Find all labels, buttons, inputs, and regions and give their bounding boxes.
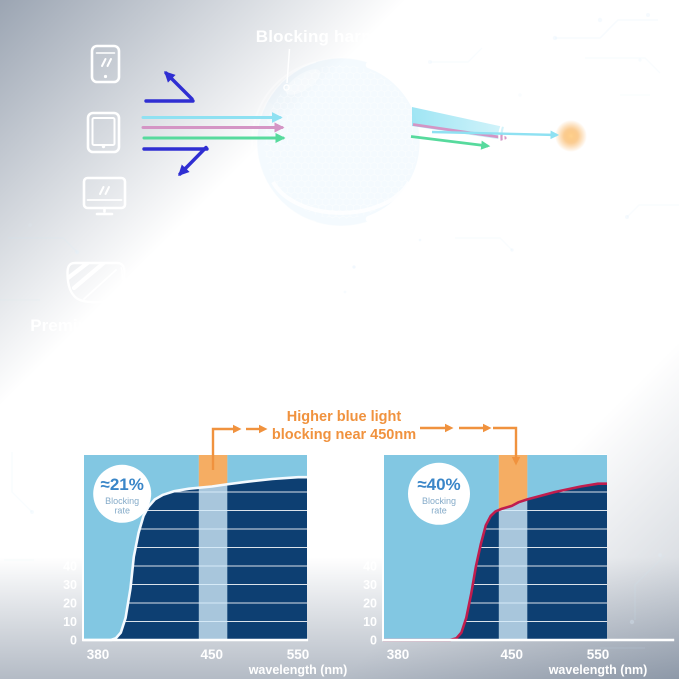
monitor-icon <box>82 176 127 216</box>
feature-label: Blue light blocking <box>338 316 492 335</box>
tablet-icon <box>86 111 121 154</box>
y-tick-label: 10 <box>63 615 77 629</box>
band-blocking-highlight <box>198 455 228 488</box>
other-lenses-chart-box: Other Lenses 0 10 20 30 40 50 60 70 80 90 100 380 45… <box>55 386 375 679</box>
y-tick-label: 20 <box>363 597 377 611</box>
y-tick-label: 40 <box>363 560 377 574</box>
blue-light-blocking-lens-icon <box>383 261 445 304</box>
annotation-line2: blocking near 450nm <box>271 427 417 443</box>
circuit-nodes <box>28 13 662 625</box>
y-tick-label: 0 <box>70 634 77 648</box>
eye-icon <box>568 268 606 296</box>
x-tick-label: 380 <box>87 647 110 662</box>
svg-text:Blocking: Blocking <box>105 496 139 506</box>
visionglobal-lenses-chart-box: VisionGlobal Lenses 0 10 20 30 40 50 60 70 80 90 1… <box>355 386 675 679</box>
x-axis-label: wavelength (nm) <box>248 663 348 677</box>
y-tick-label: 10 <box>363 615 377 629</box>
blocking-rate-badge <box>93 464 152 523</box>
circuit-decoration <box>0 19 679 649</box>
blocking-rate-value: ≈21% <box>101 475 144 494</box>
x-axis-label: wavelength (nm) <box>548 663 648 677</box>
ray-to-macula <box>431 130 560 140</box>
transmission-curve <box>83 475 307 642</box>
other-lenses-chart: 0 10 20 30 40 50 60 70 80 90 100 380 450 550wavelengt… <box>56 449 348 678</box>
y-tick-label: 70 <box>363 504 377 518</box>
y-tick-label: 100 <box>356 449 377 463</box>
x-tick-label: 380 <box>387 647 410 662</box>
y-tick-label: 30 <box>363 578 377 592</box>
chart-title-visionglobal: VisionGlobal Lenses <box>414 386 576 404</box>
y-tick-label: 60 <box>63 523 77 537</box>
svg-text:rate: rate <box>431 505 447 515</box>
macula-glow <box>555 120 587 152</box>
y-tick-label: 70 <box>63 504 77 518</box>
coating-lens-icon <box>220 261 280 304</box>
blocking-rate-badge <box>408 462 470 525</box>
smartphone-icon <box>90 44 121 84</box>
y-tick-label: 50 <box>363 541 377 555</box>
y-tick-label: 90 <box>63 467 77 481</box>
y-tick-label: 40 <box>63 560 77 574</box>
y-tick-label: 60 <box>363 523 377 537</box>
chart-title-other: Other Lenses <box>142 386 248 404</box>
incoming-light-rays <box>141 112 286 144</box>
premium-lens-icon <box>65 261 126 304</box>
feature-label: Advanced coating technology <box>176 316 324 356</box>
band-blocking-highlight <box>498 455 528 510</box>
y-tick-label: 80 <box>63 486 77 500</box>
y-tick-label: 100 <box>56 449 77 463</box>
blocking-rate-value: ≈40% <box>417 475 460 494</box>
x-tick-label: 550 <box>587 647 610 662</box>
svg-text:rate: rate <box>114 505 130 515</box>
x-tick-label: 550 <box>287 647 310 662</box>
diagram-title: Blocking harmful blue light <box>255 27 481 46</box>
visionglobal-lenses-chart: 0 10 20 30 40 50 60 70 80 90 100 380 450 550wavelengt… <box>356 449 675 677</box>
x-tick-label: 450 <box>201 647 224 662</box>
feature-label: Premium lenses <box>30 316 161 335</box>
feature-premium-lenses: Premium lenses <box>8 258 183 336</box>
device-icons <box>82 44 127 216</box>
y-tick-label: 20 <box>63 597 77 611</box>
annotation-line1: Higher blue light <box>286 409 402 425</box>
cyan-beam <box>412 107 504 140</box>
y-tick-label: 80 <box>363 486 377 500</box>
y-tick-label: 30 <box>63 578 77 592</box>
y-tick-label: 0 <box>370 634 377 648</box>
band-annotation: Higher blue light blocking near 450nm <box>234 408 454 444</box>
feature-reduce-eye-fatigue: Reduce eye fatigue <box>498 258 676 336</box>
svg-text:Blocking: Blocking <box>422 496 456 506</box>
feature-blue-light-blocking: Blue light blocking <box>332 258 498 336</box>
filtered-beams <box>410 107 509 150</box>
macula-label: Macula <box>588 127 639 144</box>
blocked-blue-light-arrows <box>142 71 209 176</box>
coated-lens <box>251 57 426 227</box>
title-callout-line <box>283 48 291 91</box>
reduce-eye-fatigue-lens-icon <box>557 261 617 304</box>
transmission-curve <box>383 482 607 642</box>
eye-lens <box>510 125 526 149</box>
y-tick-label: 90 <box>363 467 377 481</box>
feature-label: Reduce eye fatigue <box>509 316 665 335</box>
y-tick-label: 50 <box>63 541 77 555</box>
x-tick-label: 450 <box>501 647 524 662</box>
feature-advanced-coating: Advanced coating technology <box>168 258 332 357</box>
